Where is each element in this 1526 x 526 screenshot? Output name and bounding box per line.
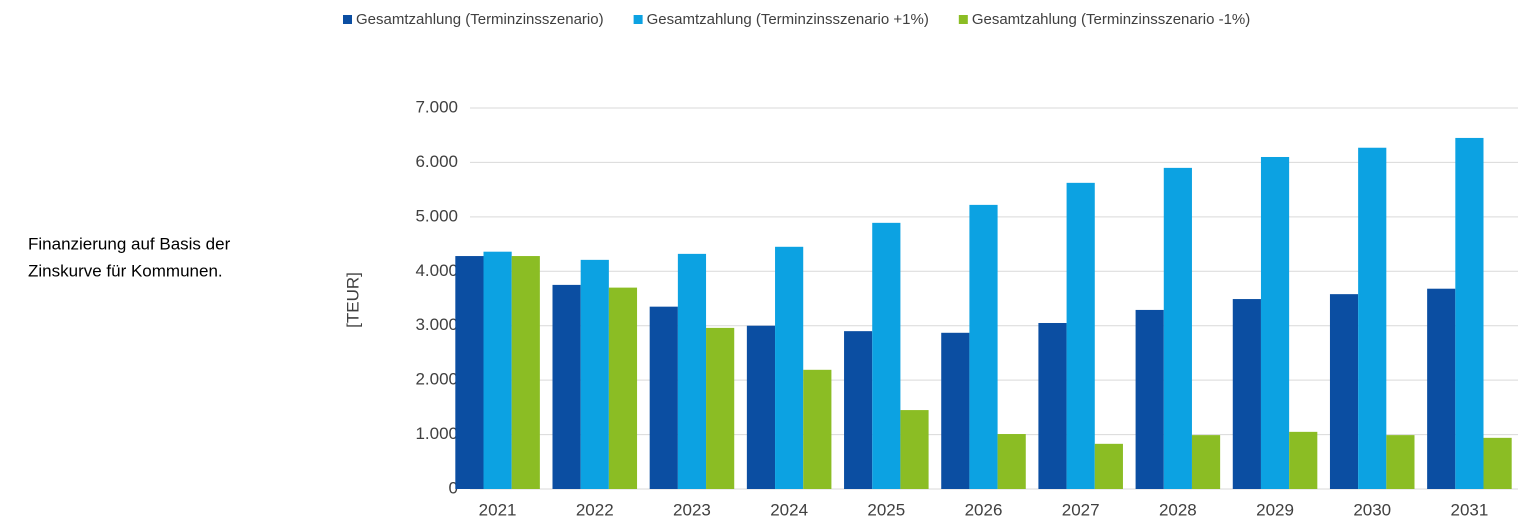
x-tick-label: 2025 — [867, 500, 905, 519]
bar — [1358, 147, 1387, 490]
bar — [1066, 182, 1095, 489]
bar — [941, 332, 970, 489]
x-tick-label: 2029 — [1256, 500, 1294, 519]
x-tick-label: 2031 — [1450, 500, 1488, 519]
legend-label: Gesamtzahlung (Terminzinsszenario -1%) — [972, 11, 1250, 28]
x-tick-label: 2026 — [965, 500, 1003, 519]
bar — [1094, 443, 1123, 489]
y-tick-label: 2.000 — [415, 370, 458, 389]
y-tick-label: 0 — [449, 478, 458, 497]
bar — [1455, 137, 1484, 489]
bar — [1232, 299, 1261, 489]
bar — [969, 204, 998, 489]
x-tick-label: 2027 — [1062, 500, 1100, 519]
y-tick-label: 1.000 — [415, 424, 458, 443]
bar — [552, 284, 581, 489]
y-tick-label: 3.000 — [415, 315, 458, 334]
bar — [1135, 309, 1164, 489]
legend-swatch — [633, 15, 643, 24]
bar — [580, 259, 609, 489]
bar — [1386, 435, 1415, 489]
y-tick-label: 4.000 — [415, 261, 458, 280]
bar — [844, 331, 873, 489]
x-tick-label: 2023 — [673, 500, 711, 519]
bar — [1260, 156, 1290, 489]
legend-label: Gesamtzahlung (Terminzinsszenario) — [356, 11, 604, 28]
legend-label: Gesamtzahlung (Terminzinsszenario +1%) — [647, 11, 929, 28]
annotation: Finanzierung auf Basis der — [28, 234, 231, 253]
bar — [1427, 288, 1456, 489]
bar — [1038, 322, 1067, 489]
x-tick-label: 2030 — [1353, 500, 1391, 519]
bar — [1329, 294, 1359, 489]
bar — [1483, 437, 1512, 489]
bar — [608, 287, 638, 489]
bar — [649, 306, 678, 489]
y-tick-label: 5.000 — [415, 206, 458, 225]
x-tick-label: 2024 — [770, 500, 808, 519]
bar — [775, 246, 804, 489]
annotation: Zinskurve für Kommunen. — [28, 261, 223, 280]
y-tick-label: 7.000 — [415, 97, 458, 116]
bar — [997, 434, 1026, 489]
bar — [1191, 435, 1221, 489]
legend-swatch — [958, 15, 968, 24]
bar — [1163, 167, 1192, 489]
bar — [511, 256, 540, 489]
y-tick-label: 6.000 — [415, 152, 458, 171]
bar — [1289, 431, 1318, 489]
bar — [900, 410, 929, 489]
bar — [483, 251, 512, 489]
bar — [706, 327, 735, 489]
bar — [872, 222, 901, 489]
bar — [455, 256, 484, 489]
y-axis-label: [TEUR] — [343, 272, 362, 328]
bar — [803, 369, 832, 489]
bar — [746, 325, 776, 489]
x-tick-label: 2022 — [576, 500, 614, 519]
bar — [677, 253, 707, 489]
x-tick-label: 2021 — [479, 500, 517, 519]
x-tick-label: 2028 — [1159, 500, 1197, 519]
legend-swatch — [343, 15, 352, 24]
